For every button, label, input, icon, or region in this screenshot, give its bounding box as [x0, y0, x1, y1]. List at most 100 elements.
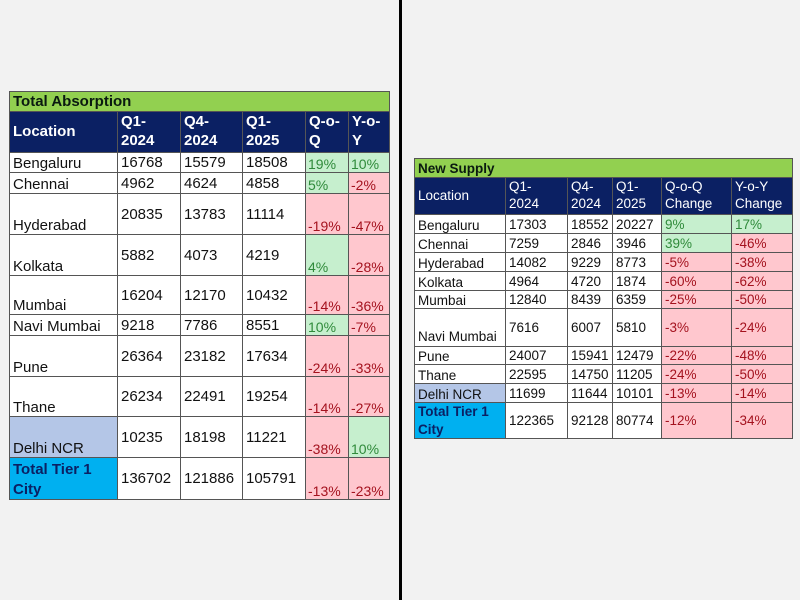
location-cell: Bengaluru — [414, 214, 506, 234]
location-cell: Delhi NCR — [414, 383, 506, 403]
qoq-change-cell: -3% — [661, 308, 732, 347]
location-cell: Hyderabad — [9, 193, 118, 235]
value-cell: 9218 — [117, 314, 181, 336]
table-row: Bengaluru 17303 18552 20227 9% 17% — [414, 214, 794, 234]
location-cell: Total Tier 1 City — [9, 457, 118, 500]
value-cell: 10101 — [612, 383, 662, 403]
value-cell: 8773 — [612, 252, 662, 272]
value-cell: 105791 — [242, 457, 306, 500]
qoq-change-cell: -25% — [661, 290, 732, 309]
location-cell: Bengaluru — [9, 152, 118, 173]
yoy-change-cell: -2% — [347, 172, 391, 194]
yoy-change-cell: -24% — [730, 308, 794, 347]
value-cell: 7786 — [180, 314, 243, 336]
value-cell: 10235 — [117, 416, 181, 458]
table-row: Delhi NCR 11699 11644 10101 -13% -14% — [414, 383, 794, 403]
qoq-change-cell: 10% — [305, 314, 349, 336]
qoq-change-cell: -12% — [661, 401, 732, 440]
yoy-change-cell: 10% — [347, 152, 391, 173]
table-row: Mumbai 12840 8439 6359 -25% -50% — [414, 290, 794, 309]
value-cell: 14750 — [567, 364, 613, 384]
yoy-change-cell: -46% — [730, 233, 794, 253]
value-cell: 17634 — [242, 335, 306, 377]
yoy-change-cell: 10% — [347, 416, 391, 458]
column-header: Y-o-Y Change — [730, 177, 794, 215]
location-cell: Delhi NCR — [9, 416, 118, 458]
qoq-change-cell: -14% — [305, 275, 349, 315]
qoq-change-cell: 5% — [305, 172, 349, 194]
value-cell: 16204 — [117, 275, 181, 315]
value-cell: 92128 — [567, 401, 613, 440]
yoy-change-cell: -33% — [347, 335, 391, 377]
location-cell: Hyderabad — [414, 252, 506, 272]
value-cell: 15941 — [567, 346, 613, 365]
yoy-change-cell: -50% — [730, 364, 794, 384]
new-supply-table: New Supply Location Q1- 2024 Q4- 2024 Q1- 2… — [413, 158, 794, 440]
qoq-change-cell: -5% — [661, 252, 732, 272]
value-cell: 11114 — [242, 193, 306, 235]
value-cell: 2846 — [567, 233, 613, 253]
table-row: Kolkata 5882 4073 4219 4% -28% — [9, 234, 391, 276]
value-cell: 4962 — [117, 172, 181, 194]
qoq-change-cell: -60% — [661, 271, 732, 291]
value-cell: 8551 — [242, 314, 306, 336]
column-header: Q-o-Q Change — [661, 177, 732, 215]
value-cell: 5810 — [612, 308, 662, 347]
value-cell: 16768 — [117, 152, 181, 173]
value-cell: 24007 — [505, 346, 568, 365]
value-cell: 3946 — [612, 233, 662, 253]
value-cell: 4720 — [567, 271, 613, 291]
column-header: Y-o- Y — [347, 111, 391, 153]
value-cell: 19254 — [242, 376, 306, 417]
value-cell: 136702 — [117, 457, 181, 500]
value-cell: 10432 — [242, 275, 306, 315]
column-header: Q-o- Q — [305, 111, 349, 153]
table-row: Chennai 4962 4624 4858 5% -2% — [9, 172, 391, 194]
qoq-change-cell: 9% — [661, 214, 732, 234]
column-header: Q1- 2024 — [117, 111, 181, 153]
location-cell: Thane — [414, 364, 506, 384]
column-header: Q1- 2025 — [612, 177, 662, 215]
value-cell: 7616 — [505, 308, 568, 347]
value-cell: 22491 — [180, 376, 243, 417]
value-cell: 20227 — [612, 214, 662, 234]
value-cell: 7259 — [505, 233, 568, 253]
value-cell: 4219 — [242, 234, 306, 276]
column-header: Location — [414, 177, 506, 215]
yoy-change-cell: -27% — [347, 376, 391, 417]
table-row: Kolkata 4964 4720 1874 -60% -62% — [414, 271, 794, 291]
value-cell: 12479 — [612, 346, 662, 365]
value-cell: 20835 — [117, 193, 181, 235]
yoy-change-cell: -62% — [730, 271, 794, 291]
location-cell: Total Tier 1 City — [414, 401, 506, 440]
yoy-change-cell: -47% — [347, 193, 391, 235]
location-cell: Mumbai — [9, 275, 118, 315]
table-row: Total Tier 1 City 136702 121886 105791 -13% -… — [9, 457, 391, 500]
yoy-change-cell: 17% — [730, 214, 794, 234]
value-cell: 80774 — [612, 401, 662, 440]
location-cell: Thane — [9, 376, 118, 417]
table-row: Mumbai 16204 12170 10432 -14% -36% — [9, 275, 391, 315]
table-row: Hyderabad 14082 9229 8773 -5% -38% — [414, 252, 794, 272]
table-row: Pune 24007 15941 12479 -22% -48% — [414, 346, 794, 365]
qoq-change-cell: -38% — [305, 416, 349, 458]
column-header: Q1- 2024 — [505, 177, 568, 215]
value-cell: 11699 — [505, 383, 568, 403]
value-cell: 121886 — [180, 457, 243, 500]
yoy-change-cell: -50% — [730, 290, 794, 309]
qoq-change-cell: -13% — [305, 457, 349, 500]
value-cell: 4858 — [242, 172, 306, 194]
value-cell: 4624 — [180, 172, 243, 194]
value-cell: 4073 — [180, 234, 243, 276]
divider-line — [399, 0, 402, 600]
value-cell: 22595 — [505, 364, 568, 384]
value-cell: 4964 — [505, 271, 568, 291]
value-cell: 122365 — [505, 401, 568, 440]
location-cell: Navi Mumbai — [414, 308, 506, 347]
value-cell: 11221 — [242, 416, 306, 458]
table-row: Pune 26364 23182 17634 -24% -33% — [9, 335, 391, 377]
table-title: Total Absorption — [8, 91, 391, 112]
qoq-change-cell: -14% — [305, 376, 349, 417]
qoq-change-cell: -22% — [661, 346, 732, 365]
value-cell: 14082 — [505, 252, 568, 272]
